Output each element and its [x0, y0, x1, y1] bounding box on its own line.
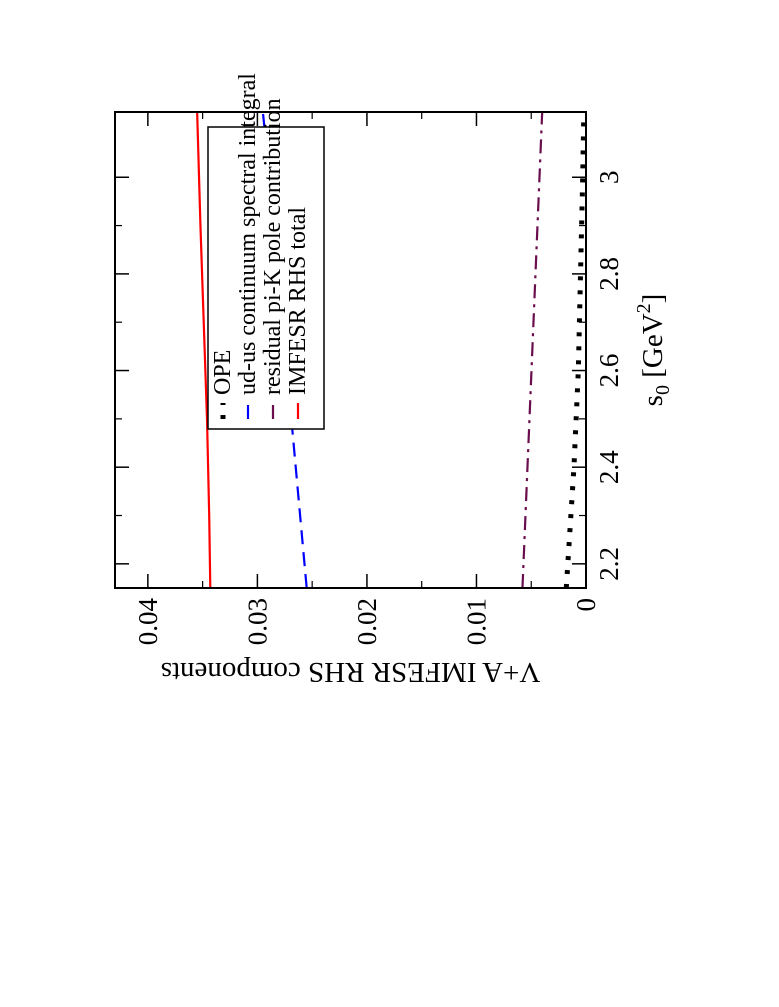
x-axis-title-unit-close: ] — [637, 294, 669, 304]
x-axis-title-unit: [GeV — [637, 313, 669, 385]
x-tick-label: 2.8 — [594, 257, 624, 291]
plot-frame — [114, 111, 587, 589]
x-axis-title-subscript: 0 — [652, 385, 674, 395]
legend-entry-label: ud-us continuum spectral integral — [235, 73, 261, 395]
x-axis-title-superscript: 2 — [633, 303, 655, 313]
series-line-2 — [521, 111, 544, 589]
series-line-0 — [563, 111, 587, 589]
y-axis-title: V+A IMFESR RHS components — [161, 656, 541, 688]
legend-entry-label: OPE — [210, 350, 236, 395]
tick-labels: 2.2 2.4 2.6 2.8 3 0 0.01 0.02 0.03 0.04 — [133, 170, 624, 645]
legend-entry-label: IMFESR RHS total — [285, 207, 311, 395]
x-axis-title-main: s — [637, 395, 669, 406]
legend-entry-label: residual pi-K pole contribution — [260, 98, 286, 395]
legend-box — [207, 126, 325, 430]
axis-ticks — [115, 112, 587, 588]
x-axis-title: s0 [GeV2] — [633, 294, 674, 407]
y-tick-label: 0 — [571, 598, 601, 612]
y-tick-label: 0.04 — [133, 598, 163, 646]
x-tick-label: 2.2 — [594, 547, 624, 581]
y-tick-label: 0.02 — [352, 598, 382, 645]
x-tick-label: 2.4 — [594, 450, 624, 484]
y-tick-label: 0.01 — [461, 598, 491, 645]
legend: OPE ud-us continuum spectral integral resi… — [207, 73, 325, 430]
series-line-3 — [196, 111, 212, 589]
x-tick-label: 3 — [594, 170, 624, 184]
y-tick-label: 0.03 — [242, 598, 272, 645]
x-tick-label: 2.6 — [594, 354, 624, 388]
